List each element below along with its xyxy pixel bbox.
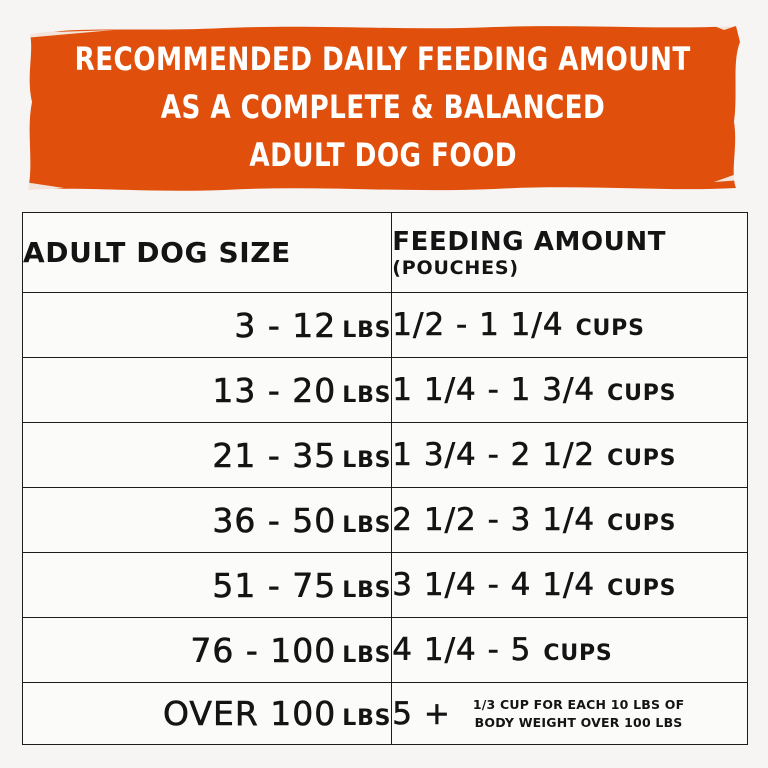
amount-unit: CUPS: [607, 381, 677, 406]
dog-size-cell: 21 - 35 LBS: [21, 422, 393, 488]
size-unit: LBS: [342, 382, 392, 408]
title-banner: RECOMMENDED DAILY FEEDING AMOUNT AS A CO…: [24, 22, 742, 192]
amount-range: 1 1/4 - 1 3/4: [392, 372, 596, 409]
note-line-2: BODY WEIGHT OVER 100 LBS: [474, 714, 683, 730]
amount-base: 5 +: [392, 695, 451, 732]
feeding-amount-cell: 1 3/4 - 2 1/2 CUPS: [391, 422, 748, 488]
table-row: 13 - 20 LBS 1 1/4 - 1 3/4 CUPS: [21, 357, 748, 423]
table-row: 21 - 35 LBS 1 3/4 - 2 1/2 CUPS: [21, 422, 748, 488]
amount-unit: CUPS: [607, 511, 677, 536]
header-pouches-label: (POUCHES): [392, 256, 519, 279]
size-range: 3 - 12: [234, 305, 337, 345]
amount-unit: CUPS: [607, 446, 677, 471]
size-unit: LBS: [342, 317, 392, 343]
brush-stroke-background: [24, 22, 742, 192]
feeding-amount-cell: 1 1/4 - 1 3/4 CUPS: [391, 357, 748, 423]
header-dog-size: ADULT DOG SIZE: [21, 212, 393, 293]
size-range: 13 - 20: [212, 370, 337, 410]
dog-size-cell: 13 - 20 LBS: [21, 357, 393, 423]
amount-range: 4 1/4 - 5: [392, 632, 532, 669]
size-unit: LBS: [342, 447, 392, 473]
banner-line-2: AS A COMPLETE & BALANCED: [160, 88, 606, 126]
feeding-amount-cell: 5 + 1/3 CUP FOR EACH 10 LBS OF BODY WEIG…: [391, 682, 748, 745]
dog-size-cell: 36 - 50 LBS: [21, 487, 393, 553]
amount-unit: CUPS: [575, 316, 645, 341]
header-feeding-amount-label: FEEDING AMOUNT: [392, 226, 667, 257]
table-row: 51 - 75 LBS 3 1/4 - 4 1/4 CUPS: [21, 552, 748, 618]
feeding-table: ADULT DOG SIZE FEEDING AMOUNT (POUCHES) …: [21, 212, 748, 745]
amount-range: 1/2 - 1 1/4: [392, 307, 564, 344]
note-line-1: 1/3 CUP FOR EACH 10 LBS OF: [472, 696, 685, 712]
feeding-amount-cell: 1/2 - 1 1/4 CUPS: [391, 292, 748, 358]
feeding-amount-cell: 2 1/2 - 3 1/4 CUPS: [391, 487, 748, 553]
over-100-amount: 5 + 1/3 CUP FOR EACH 10 LBS OF BODY WEIG…: [392, 695, 747, 732]
dog-size-cell: 51 - 75 LBS: [21, 552, 393, 618]
amount-range: 3 1/4 - 4 1/4: [392, 567, 596, 604]
table-row: 3 - 12 LBS 1/2 - 1 1/4 CUPS: [21, 292, 748, 358]
over-100-note: 1/3 CUP FOR EACH 10 LBS OF BODY WEIGHT O…: [473, 696, 684, 732]
amount-range: 2 1/2 - 3 1/4: [392, 502, 596, 539]
dog-size-cell: 76 - 100 LBS: [21, 617, 393, 683]
table-row: 36 - 50 LBS 2 1/2 - 3 1/4 CUPS: [21, 487, 748, 553]
table-row: 76 - 100 LBS 4 1/4 - 5 CUPS: [21, 617, 748, 683]
size-unit: LBS: [342, 577, 392, 603]
dog-size-cell: OVER 100 LBS: [21, 682, 393, 745]
dog-size-cell: 3 - 12 LBS: [21, 292, 393, 358]
size-unit: LBS: [342, 642, 392, 668]
amount-unit: CUPS: [543, 641, 613, 666]
header-feeding-amount: FEEDING AMOUNT (POUCHES): [391, 212, 748, 293]
table-header-row: ADULT DOG SIZE FEEDING AMOUNT (POUCHES): [21, 212, 748, 293]
amount-range: 1 3/4 - 2 1/2: [392, 437, 596, 474]
size-range: 51 - 75: [212, 565, 337, 605]
banner-line-3: ADULT DOG FOOD: [249, 136, 517, 174]
size-range: 36 - 50: [212, 500, 337, 540]
table-row-over-100: OVER 100 LBS 5 + 1/3 CUP FOR EACH 10 LBS …: [21, 682, 748, 745]
amount-unit: CUPS: [607, 576, 677, 601]
size-unit: LBS: [342, 512, 392, 538]
size-unit: LBS: [342, 706, 392, 731]
size-range: OVER 100: [163, 694, 337, 734]
feeding-amount-cell: 3 1/4 - 4 1/4 CUPS: [391, 552, 748, 618]
size-range: 76 - 100: [190, 630, 337, 670]
size-range: 21 - 35: [212, 435, 337, 475]
feeding-amount-cell: 4 1/4 - 5 CUPS: [391, 617, 748, 683]
banner-line-1: RECOMMENDED DAILY FEEDING AMOUNT: [75, 40, 692, 78]
